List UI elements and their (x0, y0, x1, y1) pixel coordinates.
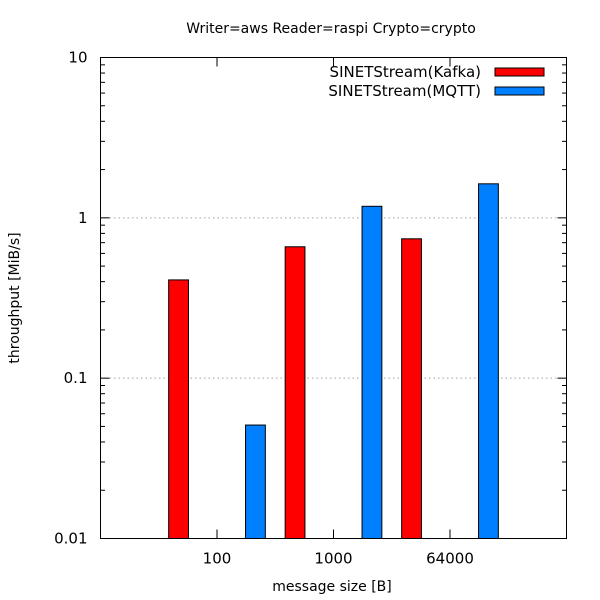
y-tick-label: 0.1 (64, 369, 88, 387)
bar-mqtt-64000 (478, 183, 499, 539)
x-tick-labels: 100 1000 64000 (203, 550, 474, 568)
axis-ticks (100, 57, 567, 539)
legend-swatch (494, 86, 545, 96)
bar-kafka-1000 (284, 246, 306, 539)
bar-kafka-100 (168, 279, 189, 539)
chart-title: Writer=aws Reader=raspi Crypto=crypto (186, 21, 476, 37)
bar-mqtt-1000 (361, 205, 383, 539)
y-tick-label: 0.01 (54, 530, 87, 548)
x-tick-label: 100 (203, 550, 232, 568)
plot-frame (100, 57, 567, 539)
legend-label: SINETStream(MQTT) (328, 82, 481, 100)
legend-swatch (494, 67, 545, 77)
bar-mqtt-100 (245, 424, 266, 539)
y-axis-label: throughput [MiB/s] (7, 232, 23, 363)
bar-kafka-64000 (401, 238, 422, 540)
bars (168, 183, 499, 540)
x-tick-label: 1000 (314, 550, 352, 568)
legend-label: SINETStream(Kafka) (330, 63, 481, 81)
y-tick-label: 1 (78, 209, 88, 227)
y-tick-label: 10 (68, 49, 87, 67)
x-tick-label: 64000 (426, 550, 474, 568)
y-tick-labels: 0.01 0.1 1 10 (54, 49, 87, 548)
x-axis-label: message size [B] (272, 579, 392, 595)
legend: SINETStream(Kafka)SINETStream(MQTT) (328, 63, 545, 100)
